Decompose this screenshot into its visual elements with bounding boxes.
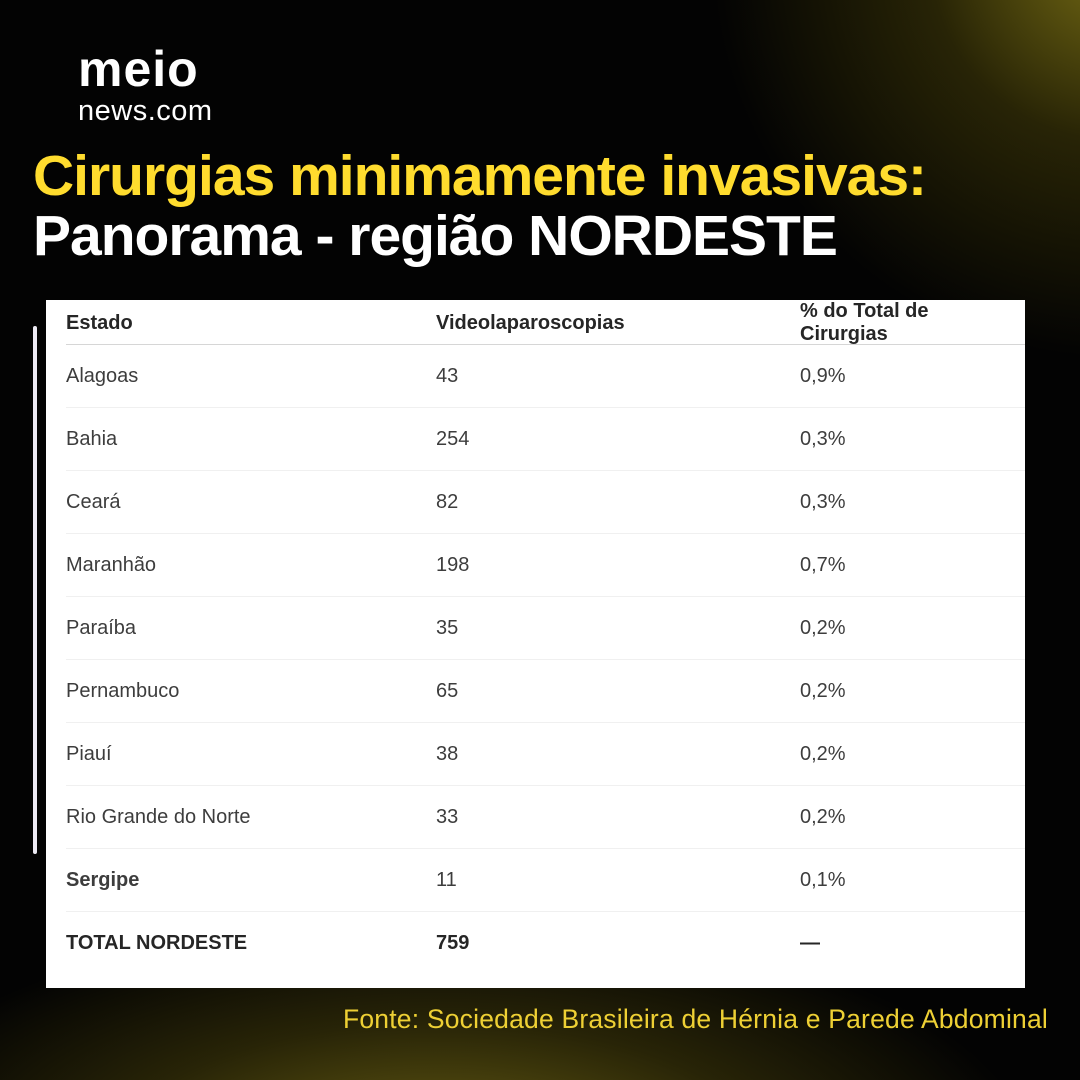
cell-estado: Pernambuco [66, 679, 180, 702]
cell-estado: Piauí [66, 742, 112, 765]
cell-pct: 0,7% [800, 553, 846, 576]
table-header-row: Estado Videolaparoscopias % do Total de … [66, 300, 1025, 345]
column-header-videolaparoscopias: Videolaparoscopias [436, 311, 625, 334]
cell-videolaparoscopias: 198 [436, 553, 470, 576]
page-title: Cirurgias minimamente invasivas: Panoram… [33, 144, 927, 269]
cell-pct: 0,2% [800, 805, 846, 828]
table-row: Pernambuco 65 0,2% [66, 660, 1025, 723]
cell-pct: 0,9% [800, 364, 846, 387]
cell-estado: Ceará [66, 490, 121, 513]
cell-videolaparoscopias: 65 [436, 679, 459, 702]
cell-estado: TOTAL NORDESTE [66, 932, 248, 954]
cell-pct: 0,2% [800, 616, 846, 639]
cell-videolaparoscopias: 82 [436, 490, 459, 513]
cell-estado: Bahia [66, 427, 118, 450]
cell-estado: Alagoas [66, 364, 139, 387]
accent-bar [33, 326, 37, 854]
cell-videolaparoscopias: 33 [436, 805, 459, 828]
cell-pct: 0,1% [800, 868, 846, 891]
table-row: Bahia 254 0,3% [66, 408, 1025, 471]
table-row: Paraíba 35 0,2% [66, 597, 1025, 660]
cell-pct: 0,2% [800, 742, 846, 765]
cell-videolaparoscopias: 38 [436, 742, 459, 765]
brand-logo: meio news.com [78, 44, 213, 128]
cell-pct: — [800, 932, 820, 954]
table-row: Maranhão 198 0,7% [66, 534, 1025, 597]
table-row: Ceará 82 0,3% [66, 471, 1025, 534]
brand-logo-sub: news.com [78, 95, 213, 127]
cell-pct: 0,3% [800, 490, 846, 513]
table-row: Piauí 38 0,2% [66, 723, 1025, 786]
column-header-estado: Estado [66, 311, 133, 334]
table-row-total: TOTAL NORDESTE 759 — [66, 912, 1025, 975]
cell-estado: Maranhão [66, 553, 157, 576]
table-row: Alagoas 43 0,9% [66, 345, 1025, 408]
cell-videolaparoscopias: 254 [436, 427, 470, 450]
table-row: Sergipe 11 0,1% [66, 849, 1025, 912]
column-header-pct-total: % do Total de Cirurgias [800, 300, 929, 345]
cell-estado: Rio Grande do Norte [66, 805, 251, 828]
brand-logo-main: meio [78, 41, 199, 97]
cell-pct: 0,2% [800, 679, 846, 702]
cell-videolaparoscopias: 35 [436, 616, 459, 639]
cell-videolaparoscopias: 43 [436, 364, 459, 387]
cell-estado: Sergipe [66, 868, 140, 891]
page-title-line2: Panorama - região NORDESTE [33, 204, 838, 269]
table-row: Rio Grande do Norte 33 0,2% [66, 786, 1025, 849]
cell-pct: 0,3% [800, 427, 846, 450]
data-table-card: Estado Videolaparoscopias % do Total de … [46, 300, 1025, 988]
source-attribution: Fonte: Sociedade Brasileira de Hérnia e … [342, 1004, 1048, 1034]
cell-videolaparoscopias: 759 [436, 932, 470, 954]
cell-videolaparoscopias: 11 [436, 868, 457, 891]
page-title-line1: Cirurgias minimamente invasivas: [33, 144, 927, 208]
cell-estado: Paraíba [66, 616, 137, 639]
